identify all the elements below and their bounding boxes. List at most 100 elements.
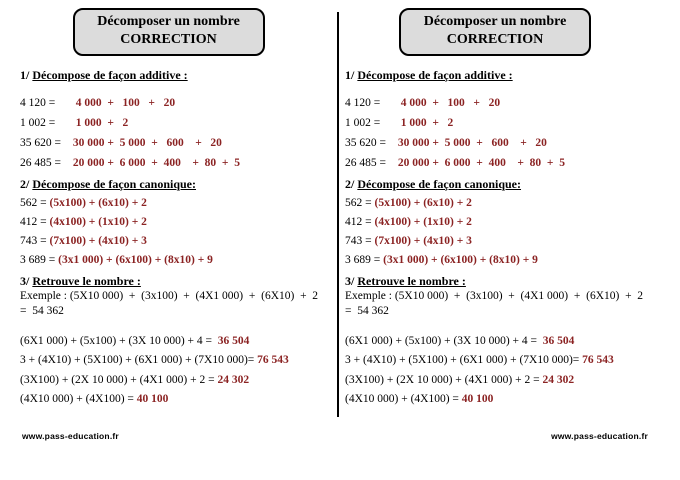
section-2-title: Décompose de façon canonique: <box>357 176 522 191</box>
title-line-1: Décomposer un nombre <box>97 14 240 29</box>
additive-line-3: 35 620 = 30 000 + 5 000 + 600 + 20 <box>345 137 648 150</box>
canonical-lhs: 3 689 = <box>345 253 384 266</box>
panel-content: 1/ Décompose de façon additive : 4 120 =… <box>0 56 337 406</box>
title-line-2: CORRECTION <box>120 32 217 48</box>
example-line-2: = 54 362 <box>345 304 389 317</box>
section-1-heading: 1/ Décompose de façon additive : <box>345 68 648 82</box>
problem-expression: (4X10 000) + (4X100) = <box>345 392 462 405</box>
canonical-answer: (7x100) + (4x10) + 3 <box>374 234 472 247</box>
problem-expression: (6X1 000) + (5x100) + (3X 10 000) + 4 = <box>345 334 543 347</box>
additive-line-2: 1 002 = 1 000 + 2 <box>20 117 337 130</box>
section-3-number: 3/ <box>20 273 33 288</box>
additive-lhs: 4 120 = <box>345 96 384 109</box>
canonical-lhs: 3 689 = <box>20 253 59 266</box>
additive-lhs: 4 120 = <box>20 96 59 109</box>
additive-lhs: 35 620 = <box>20 136 64 149</box>
additive-answer: 4 000 + 100 + 20 <box>70 96 176 109</box>
website-url: www.pass-education.fr <box>22 431 119 441</box>
section-2-number: 2/ <box>345 176 358 191</box>
problem-answer: 40 100 <box>461 392 494 405</box>
worksheet-panel-left: Décomposer un nombre CORRECTION 1/ Décom… <box>0 0 337 480</box>
additive-answer: 30 000 + 5 000 + 600 + 20 <box>70 136 222 149</box>
canonical-answer: (7x100) + (4x10) + 3 <box>49 234 147 247</box>
additive-answer: 30 000 + 5 000 + 600 + 20 <box>395 136 547 149</box>
worksheet-panel-right: Décomposer un nombre CORRECTION 1/ Décom… <box>342 0 648 480</box>
problem-answer: 76 543 <box>257 353 289 366</box>
canonical-answer: (4x100) + (1x10) + 2 <box>49 215 147 228</box>
canonical-lhs: 412 = <box>345 215 375 228</box>
canonical-lhs: 412 = <box>20 215 50 228</box>
problem-expression: (3X100) + (2X 10 000) + (4X1 000) + 2 = <box>345 373 543 386</box>
section-2-heading: 2/ Décompose de façon canonique: <box>20 177 337 191</box>
problem-expression: 3 + (4X10) + (5X100) + (6X1 000) + (7X10… <box>20 353 258 366</box>
section-3-number: 3/ <box>345 273 358 288</box>
problem-answer: 76 543 <box>582 353 614 366</box>
problem-line-3: (3X100) + (2X 10 000) + (4X1 000) + 2 = … <box>20 374 337 387</box>
canonical-line-3: 743 = (7x100) + (4x10) + 3 <box>20 235 337 248</box>
problem-answer: 36 504 <box>542 334 575 347</box>
canonical-line-4: 3 689 = (3x1 000) + (6x100) + (8x10) + 9 <box>345 254 648 267</box>
canonical-line-2: 412 = (4x100) + (1x10) + 2 <box>20 216 337 229</box>
section-2-heading: 2/ Décompose de façon canonique: <box>345 177 648 191</box>
additive-lhs: 1 002 = <box>345 116 384 129</box>
canonical-answer: (3x1 000) + (6x100) + (8x10) + 9 <box>383 253 538 266</box>
canonical-answer: (3x1 000) + (6x100) + (8x10) + 9 <box>58 253 213 266</box>
section-3-heading: 3/ Retrouve le nombre : <box>345 274 648 288</box>
problem-line-4: (4X10 000) + (4X100) = 40 100 <box>345 393 648 406</box>
canonical-answer: (5x100) + (6x10) + 2 <box>49 196 147 209</box>
canonical-lhs: 743 = <box>345 234 375 247</box>
canonical-answer: (5x100) + (6x10) + 2 <box>374 196 472 209</box>
problem-line-1: (6X1 000) + (5x100) + (3X 10 000) + 4 = … <box>345 335 648 348</box>
canonical-line-1: 562 = (5x100) + (6x10) + 2 <box>20 197 337 210</box>
problem-answer: 24 302 <box>217 373 250 386</box>
problem-answer: 36 504 <box>217 334 250 347</box>
additive-answer: 1 000 + 2 <box>70 116 129 129</box>
additive-lhs: 35 620 = <box>345 136 389 149</box>
problem-line-2: 3 + (4X10) + (5X100) + (6X1 000) + (7X10… <box>345 354 648 367</box>
section-3-heading: 3/ Retrouve le nombre : <box>20 274 337 288</box>
additive-answer: 20 000 + 6 000 + 400 + 80 + 5 <box>70 156 240 169</box>
title-line-1: Décomposer un nombre <box>423 14 567 29</box>
additive-answer: 20 000 + 6 000 + 400 + 80 + 5 <box>395 156 565 169</box>
example-line-1: Exemple : (5X10 000) + (3x100) + (4X1 00… <box>345 289 644 302</box>
section-3-title: Retrouve le nombre : <box>357 273 466 288</box>
example-line-2: = 54 362 <box>20 304 64 317</box>
additive-answer: 1 000 + 2 <box>395 116 454 129</box>
title-box: Décomposer un nombre CORRECTION <box>399 8 591 56</box>
canonical-lhs: 743 = <box>20 234 50 247</box>
problem-answer: 24 302 <box>542 373 575 386</box>
problem-answer: 40 100 <box>136 392 169 405</box>
additive-lhs: 26 485 = <box>345 156 389 169</box>
title-line-2: CORRECTION <box>446 32 544 48</box>
additive-lhs: 26 485 = <box>20 156 64 169</box>
canonical-line-2: 412 = (4x100) + (1x10) + 2 <box>345 216 648 229</box>
problem-line-4: (4X10 000) + (4X100) = 40 100 <box>20 393 337 406</box>
additive-line-2: 1 002 = 1 000 + 2 <box>345 117 648 130</box>
additive-lhs: 1 002 = <box>20 116 59 129</box>
section-2-number: 2/ <box>20 176 33 191</box>
website-url: www.pass-education.fr <box>551 431 648 441</box>
section-2-title: Décompose de façon canonique: <box>32 176 197 191</box>
title-box: Décomposer un nombre CORRECTION <box>72 8 265 56</box>
additive-line-1: 4 120 = 4 000 + 100 + 20 <box>345 97 648 110</box>
canonical-line-4: 3 689 = (3x1 000) + (6x100) + (8x10) + 9 <box>20 254 337 267</box>
panel-divider <box>337 12 339 417</box>
section-1-heading: 1/ Décompose de façon additive : <box>20 68 337 82</box>
problem-expression: 3 + (4X10) + (5X100) + (6X1 000) + (7X10… <box>345 353 583 366</box>
canonical-line-1: 562 = (5x100) + (6x10) + 2 <box>345 197 648 210</box>
section-1-number: 1/ <box>20 67 33 82</box>
canonical-lhs: 562 = <box>20 196 50 209</box>
canonical-answer: (4x100) + (1x10) + 2 <box>374 215 472 228</box>
example-line-1: Exemple : (5X10 000) + (3x100) + (4X1 00… <box>20 289 319 302</box>
problem-expression: (6X1 000) + (5x100) + (3X 10 000) + 4 = <box>20 334 218 347</box>
problem-line-1: (6X1 000) + (5x100) + (3X 10 000) + 4 = … <box>20 335 337 348</box>
additive-line-3: 35 620 = 30 000 + 5 000 + 600 + 20 <box>20 137 337 150</box>
additive-answer: 4 000 + 100 + 20 <box>395 96 501 109</box>
section-3-title: Retrouve le nombre : <box>32 273 141 288</box>
problem-expression: (4X10 000) + (4X100) = <box>20 392 137 405</box>
section-1-title: Décompose de façon additive : <box>32 67 188 82</box>
panel-content: 1/ Décompose de façon additive : 4 120 =… <box>342 56 648 406</box>
additive-line-4: 26 485 = 20 000 + 6 000 + 400 + 80 + 5 <box>20 157 337 170</box>
problem-line-2: 3 + (4X10) + (5X100) + (6X1 000) + (7X10… <box>20 354 337 367</box>
